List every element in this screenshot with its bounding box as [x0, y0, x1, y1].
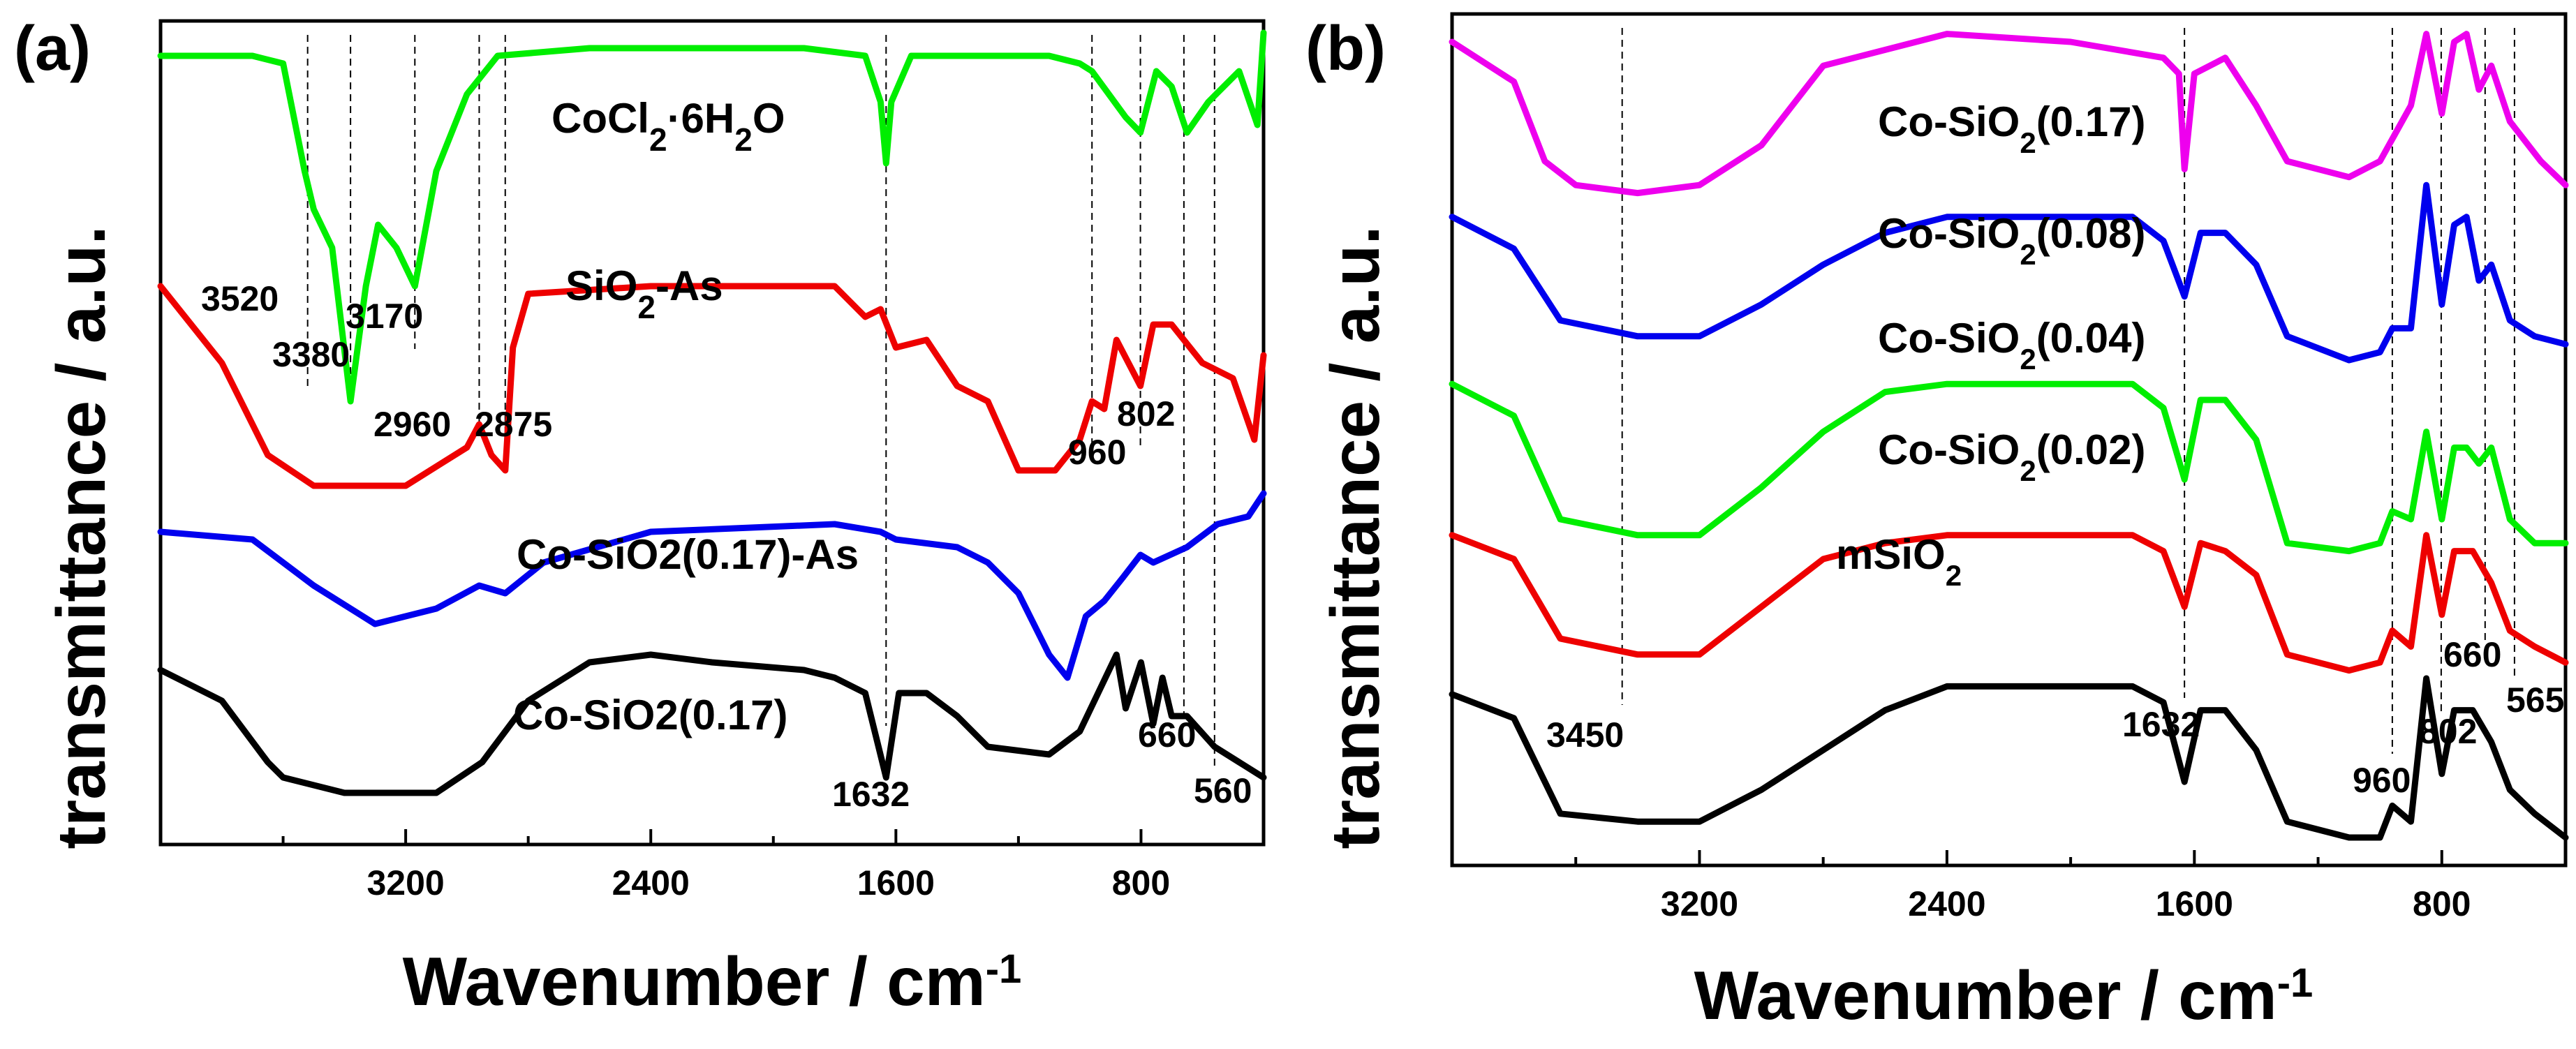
series-label-b-co-sio2-017: Co-SiO2(0.17) [1878, 98, 2145, 159]
peak-label-560: 560 [1194, 771, 1252, 810]
peak-label-b-660: 660 [2443, 635, 2501, 674]
x-tick-label-3200: 3200 [1661, 884, 1738, 923]
series-label-cocl2: CoCl2·6H2O [552, 95, 785, 158]
series-line-b-1 [1449, 181, 2569, 364]
peak-label-1632: 1632 [832, 775, 910, 814]
panel-a-reference-lines [306, 35, 1215, 768]
panel-a-series [157, 29, 1267, 796]
peak-label-3380: 3380 [272, 335, 350, 374]
peak-label-660: 660 [1138, 715, 1196, 754]
series-label-b-msio2: mSiO2 [1836, 531, 1962, 592]
series-line-a-3 [157, 651, 1267, 796]
peak-label-2960: 2960 [373, 405, 451, 444]
panel-a-x-ticks: 3200 2400 1600 800 [281, 829, 1265, 902]
panel-a: (a) transmittance / a.u. 3200 2400 1600 800… [14, 14, 1267, 1020]
peak-label-b-3450: 3450 [1546, 715, 1624, 754]
series-label-co-sio2-017-as: Co-SiO2(0.17)-As [517, 531, 859, 578]
series-label-b-co-sio2-004: Co-SiO2(0.04) [1878, 315, 2145, 375]
panel-a-xlabel: Wavenumber / cm-1 [403, 943, 1022, 1020]
panel-b-series [1449, 31, 2569, 841]
peak-label-3170: 3170 [346, 297, 423, 336]
panel-a-label: (a) [14, 14, 91, 84]
peak-label-b-565: 565 [2506, 680, 2564, 720]
series-line-b-2 [1449, 380, 2569, 555]
peak-label-b-1632: 1632 [2122, 705, 2200, 744]
x-tick-label-3200: 3200 [367, 863, 444, 902]
x-tick-label-2400: 2400 [612, 863, 690, 902]
peak-label-960: 960 [1068, 433, 1126, 472]
x-tick-label-1600: 1600 [2156, 884, 2233, 923]
peak-label-2875: 2875 [475, 405, 552, 444]
x-tick-label-800: 800 [2413, 884, 2471, 923]
series-line-a-1 [157, 283, 1267, 489]
series-label-b-co-sio2-002: Co-SiO2(0.02) [1878, 426, 2145, 487]
panel-a-ylabel: transmittance / a.u. [43, 225, 119, 849]
series-line-a-2 [157, 490, 1267, 681]
panel-a-plot-frame [158, 19, 1266, 847]
series-label-sio2-as: SiO2-As [565, 262, 723, 325]
series-line-a-0 [157, 29, 1267, 405]
peak-label-b-802: 802 [2419, 712, 2477, 751]
panel-b: (b) transmittance / a.u. 3200 2400 1600 800… [1305, 12, 2569, 1034]
peak-label-3520: 3520 [201, 279, 279, 318]
series-line-b-3 [1449, 532, 2569, 674]
peak-label-802: 802 [1117, 394, 1175, 433]
x-tick-label-1600: 1600 [857, 863, 935, 902]
panel-b-label: (b) [1305, 14, 1386, 84]
panel-b-ylabel: transmittance / a.u. [1317, 225, 1393, 849]
series-line-b-0 [1449, 31, 2569, 197]
panel-b-plot-frame [1450, 12, 2568, 868]
series-label-b-co-sio2-008: Co-SiO2(0.08) [1878, 210, 2145, 271]
series-label-co-sio2-017: Co-SiO2(0.17) [513, 692, 787, 738]
x-tick-label-2400: 2400 [1908, 884, 1985, 923]
panel-b-xlabel: Wavenumber / cm-1 [1694, 957, 2314, 1034]
x-tick-label-800: 800 [1112, 863, 1170, 902]
peak-label-b-960: 960 [2353, 761, 2411, 800]
panel-b-x-ticks: 3200 2400 1600 800 [1574, 850, 2567, 923]
series-line-b-4 [1449, 675, 2569, 841]
